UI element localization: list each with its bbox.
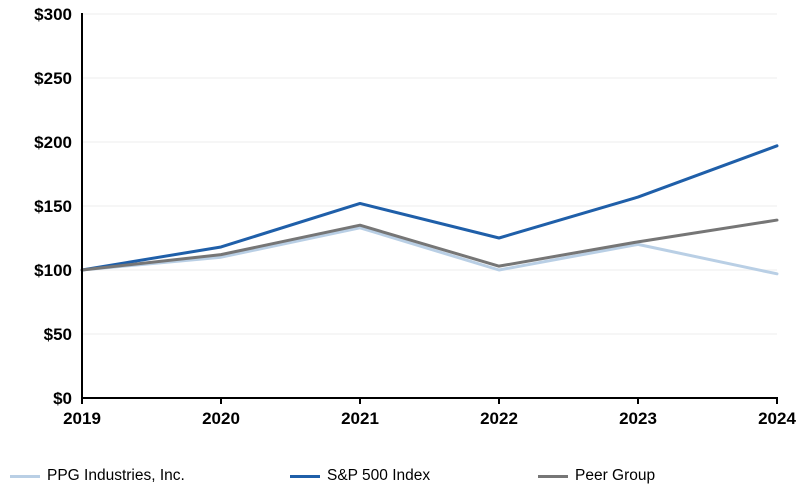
legend-line-swatch	[538, 474, 568, 478]
legend: PPG Industries, Inc. S&P 500 Index Peer Gr…	[0, 460, 800, 492]
y-tick-label-300: $300	[34, 5, 72, 24]
axes	[81, 13, 778, 404]
legend-item-ppg-industries-inc: PPG Industries, Inc.	[10, 465, 185, 487]
x-tick-label-2020: 2020	[202, 409, 240, 428]
series-line-ppg-industries-inc	[80, 226, 779, 276]
y-tick-label-50: $50	[44, 325, 72, 344]
legend-line-swatch	[290, 474, 320, 478]
y-tick-label-100: $100	[34, 261, 72, 280]
legend-label: S&P 500 Index	[327, 467, 431, 484]
x-tick-label-2019: 2019	[63, 409, 101, 428]
x-tick-label-2021: 2021	[341, 409, 379, 428]
y-tick-label-150: $150	[34, 197, 72, 216]
y-tick-label-0: $0	[53, 389, 72, 408]
chart-svg: $0 $50 $100 $150 $200 $250 $300 2019 2020 2021 202…	[34, 5, 796, 428]
x-tick-label-2023: 2023	[619, 409, 657, 428]
legend-label: Peer Group	[575, 467, 656, 484]
axis-labels: $0 $50 $100 $150 $200 $250 $300 2019 2020 2021 202…	[34, 5, 796, 428]
series-lines	[80, 144, 779, 276]
legend-line-swatch	[10, 474, 40, 478]
gridlines	[83, 13, 777, 335]
x-tick-label-2022: 2022	[480, 409, 518, 428]
legend-label: PPG Industries, Inc.	[47, 467, 185, 484]
y-tick-label-250: $250	[34, 69, 72, 88]
legend-item-s-p-500-index: S&P 500 Index	[290, 465, 430, 487]
legend-item-peer-group: Peer Group	[538, 465, 655, 487]
y-tick-label-200: $200	[34, 133, 72, 152]
series-line-s-p-500-index	[80, 144, 779, 272]
series-line-peer-group	[80, 218, 779, 272]
x-tick-label-2024: 2024	[758, 409, 796, 428]
